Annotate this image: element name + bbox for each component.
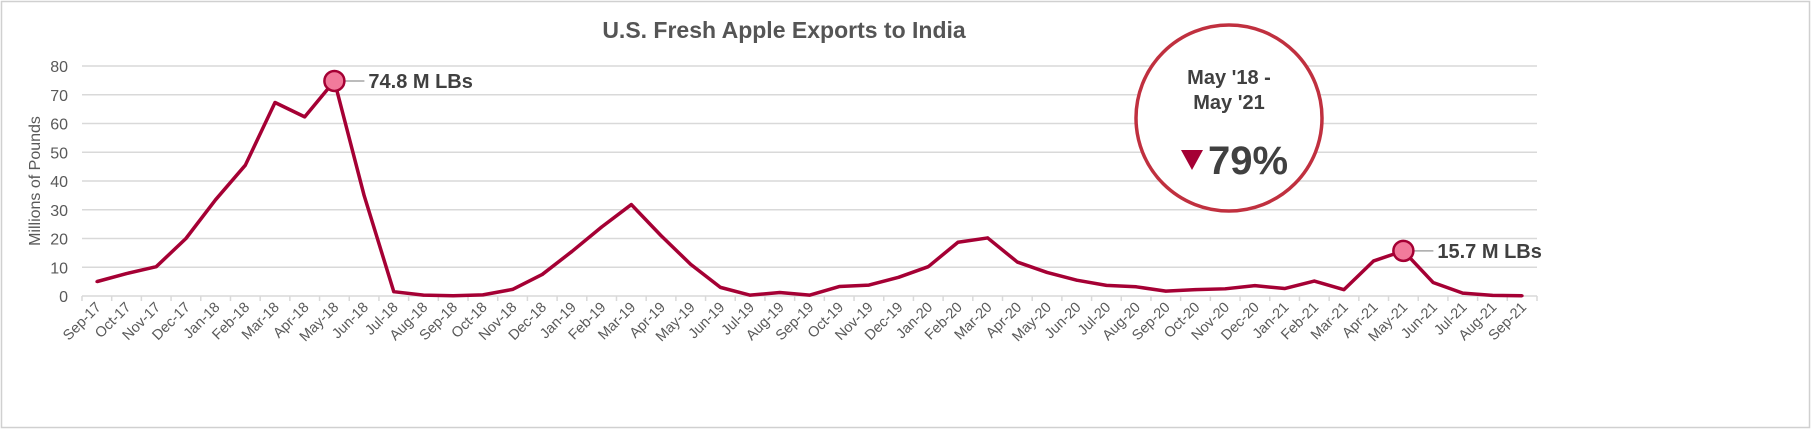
data-point	[1104, 283, 1108, 287]
chart-title: U.S. Fresh Apple Exports to India	[602, 17, 966, 43]
data-point	[748, 293, 752, 297]
y-axis-label: Millions of Pounds	[27, 116, 44, 246]
data-point	[1342, 288, 1346, 292]
data-point	[392, 290, 396, 294]
data-point	[956, 240, 960, 244]
data-point	[1015, 260, 1019, 264]
data-point	[95, 280, 99, 284]
y-tick-label: 20	[50, 232, 68, 249]
data-point	[1075, 278, 1079, 282]
data-point	[600, 225, 604, 229]
y-tick-label: 0	[59, 289, 68, 306]
highlight-marker	[1392, 239, 1415, 263]
data-point	[273, 101, 277, 105]
annotation-label: 74.8 M LBs	[368, 71, 472, 93]
data-point	[421, 293, 425, 297]
data-point	[184, 237, 188, 240]
data-point	[629, 203, 633, 207]
data-point	[1253, 284, 1257, 288]
y-tick-label: 30	[50, 203, 68, 220]
data-point	[481, 293, 485, 297]
data-point	[1223, 287, 1227, 291]
data-point	[1283, 287, 1287, 291]
data-point	[540, 272, 544, 276]
data-point	[986, 236, 990, 240]
data-point	[897, 275, 901, 279]
data-point	[570, 249, 574, 253]
data-point	[125, 272, 129, 276]
callout-change-value: 79%	[1208, 139, 1288, 183]
data-point	[214, 198, 218, 202]
y-tick-label: 50	[50, 145, 68, 162]
data-point	[303, 115, 307, 119]
callout-circle	[1134, 23, 1324, 213]
data-point	[808, 293, 811, 297]
callout-period-line2: May '21	[1193, 92, 1264, 114]
data-point	[926, 265, 930, 269]
callout-period-line1: May '18 -	[1187, 67, 1271, 89]
data-point	[1134, 285, 1138, 289]
down-arrow-icon	[1181, 150, 1203, 170]
annotation-label: 15.7 M LBs	[1437, 241, 1541, 263]
data-point	[1312, 279, 1316, 283]
data-point	[1490, 293, 1494, 297]
data-point	[1045, 270, 1049, 274]
y-tick-label: 60	[50, 117, 68, 134]
data-point	[243, 163, 247, 167]
change-callout: May '18 - May '21 79%	[1134, 23, 1324, 213]
highlight-marker	[323, 69, 346, 93]
data-point	[659, 234, 663, 238]
data-point	[689, 262, 693, 266]
y-tick-label: 10	[50, 260, 68, 277]
data-point	[718, 285, 722, 289]
y-tick-label: 80	[50, 59, 68, 76]
data-point	[511, 287, 515, 291]
data-point	[1372, 259, 1376, 263]
data-point	[362, 193, 366, 197]
data-point	[451, 294, 455, 298]
data-point	[867, 283, 871, 287]
data-point	[1194, 288, 1198, 292]
data-point	[778, 291, 782, 295]
y-tick-label: 70	[50, 88, 68, 105]
data-point	[837, 285, 841, 289]
data-point	[1164, 289, 1168, 293]
data-point	[154, 265, 158, 269]
data-point	[1461, 291, 1465, 295]
data-point	[1431, 280, 1435, 284]
y-tick-label: 40	[50, 174, 68, 191]
data-point	[1520, 294, 1524, 298]
